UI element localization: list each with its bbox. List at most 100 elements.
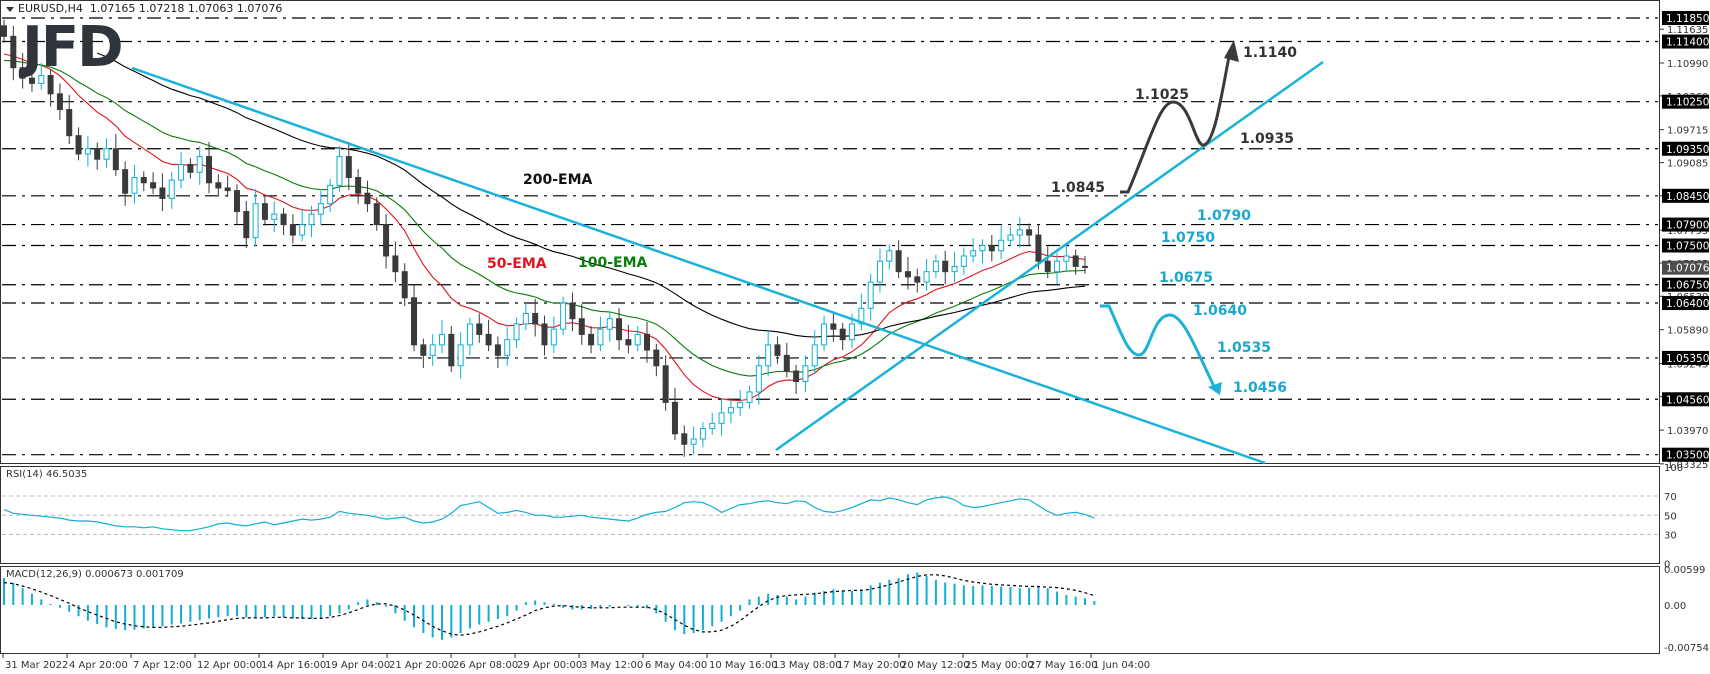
- bull-candle: [438, 333, 445, 346]
- bull-candle: [299, 224, 306, 236]
- bear-candle: [224, 187, 231, 192]
- price-tag: [1662, 277, 1709, 292]
- bullish-scenario-path: [1120, 51, 1232, 194]
- bull-candle: [1054, 260, 1061, 273]
- time-tick-label: 10 May 16:00: [709, 660, 778, 671]
- bull-candle: [84, 148, 91, 155]
- bull-candle: [932, 260, 939, 273]
- bear-candle: [644, 333, 651, 351]
- time-tick-label: 21 Apr 20:00: [389, 660, 454, 671]
- bull-candle: [951, 265, 958, 273]
- bear-candle: [420, 344, 427, 356]
- bull-candle: [802, 365, 809, 382]
- level-label-1-0456: 1.0456: [1233, 380, 1287, 396]
- price-tag: [1662, 392, 1709, 407]
- bull-candle: [103, 148, 110, 160]
- bear-candle: [774, 344, 781, 356]
- macd-signal-line: [3, 574, 1095, 636]
- price-tag: [1662, 217, 1709, 232]
- bull-candle: [849, 323, 856, 341]
- price-tag: [1662, 296, 1709, 311]
- ema50-label: 50-EMA: [487, 256, 547, 272]
- current-price-label: 1.07076: [1666, 263, 1710, 275]
- bear-candle: [532, 312, 539, 325]
- bear-candle: [392, 255, 399, 273]
- price-tick-label: 1.03325: [1667, 460, 1708, 471]
- macd-tick-label: -0.007541: [1664, 643, 1710, 654]
- bear-candle: [662, 365, 669, 403]
- chart-header: EURUSD,H4 1.07165 1.07218 1.07063 1.0707…: [6, 2, 282, 15]
- bearish-scenario-path: [1100, 304, 1219, 393]
- ema200-line: [96, 52, 1086, 338]
- up-arrow-icon: [1224, 40, 1239, 62]
- bull-candle: [970, 250, 977, 257]
- bull-candle: [168, 179, 175, 199]
- rsi-tick-label: 0: [1664, 560, 1670, 571]
- bull-candle: [923, 271, 930, 283]
- bull-candle: [699, 428, 706, 440]
- time-tick-label: 25 May 00:00: [965, 660, 1034, 671]
- time-tick-label: 26 Apr 08:00: [453, 660, 518, 671]
- collapse-triangle-icon[interactable]: [6, 6, 14, 12]
- level-label-1-0935: 1.0935: [1240, 131, 1294, 147]
- bull-candle: [746, 391, 753, 403]
- price-axis[interactable]: 1.116351.109901.103601.097151.090851.084…: [1660, 0, 1710, 654]
- level-label-1-0750: 1.0750: [1161, 230, 1215, 246]
- bull-candle: [606, 318, 613, 330]
- price-tag: [1662, 188, 1709, 203]
- time-tick-label: 1 Jun 04:00: [1093, 660, 1150, 671]
- bull-candle: [960, 255, 967, 267]
- time-tick-label: 19 Apr 04:00: [325, 660, 390, 671]
- bull-candle: [252, 203, 259, 239]
- bull-candle: [597, 328, 604, 346]
- time-tick-label: 20 May 12:00: [901, 660, 970, 671]
- bull-candle: [196, 156, 203, 173]
- bear-candle: [75, 135, 82, 155]
- bull-candle: [308, 213, 315, 226]
- bull-candle: [998, 239, 1005, 252]
- bull-candle: [457, 344, 464, 367]
- time-tick-label: 31 Mar 2022: [5, 660, 68, 671]
- bear-candle: [233, 190, 240, 213]
- bear-candle: [681, 433, 688, 445]
- ema200-label: 200-EMA: [523, 172, 593, 188]
- bull-candle: [522, 312, 529, 325]
- bear-candle: [10, 35, 17, 69]
- price-tag: [1662, 447, 1709, 462]
- bull-candle: [821, 323, 828, 346]
- price-tag-label: 1.07500: [1666, 241, 1709, 253]
- rsi-tick-label: 100: [1664, 463, 1683, 474]
- time-tick-label: 7 Apr 12:00: [133, 660, 192, 671]
- price-tag-label: 1.10250: [1666, 97, 1709, 109]
- time-axis[interactable]: 31 Mar 2022 4 Apr 20:00 7 Apr 12:00 12 Apr …: [2, 654, 1150, 671]
- bear-candle: [206, 156, 213, 184]
- bull-candle: [38, 75, 45, 84]
- bull-candle: [1007, 234, 1014, 241]
- time-tick-label: 13 May 08:00: [773, 660, 842, 671]
- bear-candle: [243, 211, 250, 239]
- bull-candle: [718, 412, 725, 424]
- time-tick-label: 3 May 12:00: [581, 660, 643, 671]
- bull-candle: [429, 344, 436, 356]
- bear-candle: [28, 77, 35, 84]
- annotations: 200-EMA 50-EMA 100-EMA 1.1140 1.1025 1.0935 1.…: [487, 40, 1297, 396]
- bear-candle: [289, 224, 296, 236]
- bear-candle: [345, 156, 352, 179]
- bear-candle: [541, 323, 548, 346]
- level-label-1-0535: 1.0535: [1217, 340, 1271, 356]
- bull-candle: [737, 401, 744, 409]
- bear-candle: [588, 333, 595, 346]
- rsi-tick-label: 50: [1664, 511, 1677, 522]
- bear-candle: [942, 260, 949, 273]
- bull-candle: [466, 323, 473, 346]
- bear-candle: [793, 370, 800, 382]
- ohlc-values: 1.07165 1.07218 1.07063 1.07076: [89, 2, 283, 15]
- bear-candle: [1082, 265, 1088, 268]
- price-tick-label: 1.03970: [1667, 426, 1708, 437]
- bear-candle: [1035, 234, 1042, 262]
- price-tag-label: 1.08450: [1666, 191, 1709, 203]
- bear-candle: [280, 213, 287, 226]
- time-tick-label: 17 May 20:00: [837, 660, 906, 671]
- time-tick-label: 27 May 16:00: [1029, 660, 1098, 671]
